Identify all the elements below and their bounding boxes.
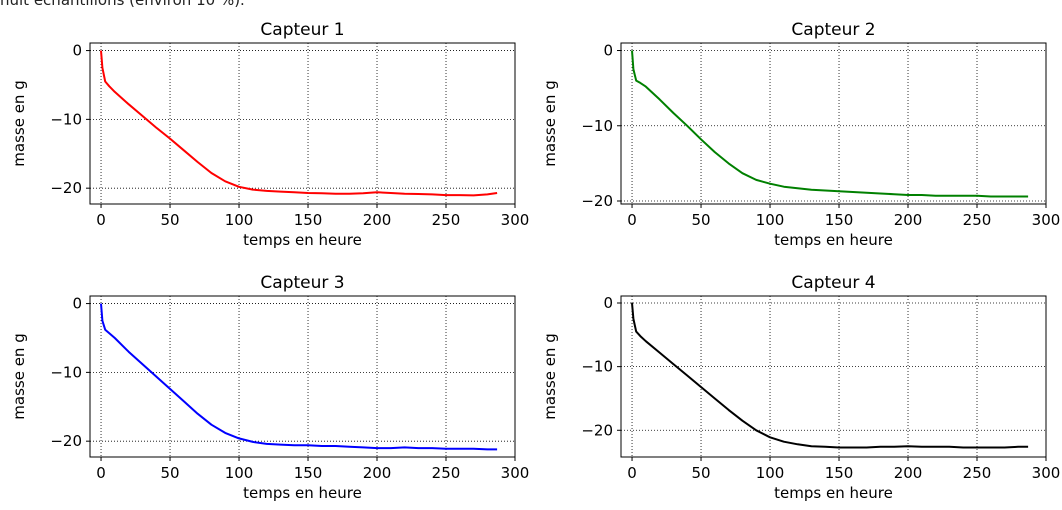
x-tick-label: 300: [501, 211, 530, 229]
axes-frame: [89, 42, 516, 205]
x-tick-label: 50: [160, 464, 179, 482]
y-tick-label: 0: [72, 42, 82, 60]
chart-title: Capteur 1: [260, 20, 344, 40]
x-tick-label: 100: [225, 464, 254, 482]
x-tick-label: 50: [691, 464, 710, 482]
x-axis-label: temps en heure: [774, 231, 893, 249]
x-tick-label: 200: [363, 464, 392, 482]
x-tick-label: 150: [825, 464, 854, 482]
x-tick-label: 150: [825, 211, 854, 229]
x-tick-label: 50: [691, 211, 710, 229]
subplot-capteur-4: 0 50 100 150 200 250 300 0 −10 −20 Capteur 4 temps …: [541, 273, 1060, 502]
chart-title: Capteur 2: [791, 20, 875, 40]
y-axis-label: masse en g: [10, 333, 28, 419]
y-tick-label: −20: [581, 421, 613, 439]
series-line: [100, 303, 498, 451]
x-tick-label: 100: [225, 211, 254, 229]
subplot-capteur-1: 0 50 100 150 200 250 300 0 −10 −20 Capteur 1 temps …: [10, 20, 529, 249]
x-tick-label: 250: [432, 211, 461, 229]
x-tick-label: 200: [894, 464, 923, 482]
x-tick-label: 0: [627, 211, 637, 229]
x-axis-label: temps en heure: [243, 231, 362, 249]
x-tick-label: 150: [294, 211, 323, 229]
y-axis-label: masse en g: [541, 80, 559, 166]
y-tick-label: 0: [603, 42, 613, 60]
subplot-capteur-2: 0 50 100 150 200 250 300 0 −10 −20 Capteur 2 temps …: [541, 20, 1060, 249]
x-tick-label: 300: [1032, 211, 1061, 229]
x-tick-label: 200: [363, 211, 392, 229]
chart-title: Capteur 4: [791, 273, 875, 293]
x-tick-label: 50: [160, 211, 179, 229]
series-line: [100, 50, 498, 197]
axes-frame: [620, 42, 1047, 205]
page-header-text: huit échantillons (environ 10 %).: [0, 0, 245, 9]
x-tick-label: 0: [96, 211, 106, 229]
axes-frame: [620, 295, 1047, 458]
x-tick-label: 100: [756, 211, 785, 229]
subplot-capteur-3: 0 50 100 150 200 250 300 0 −10 −20 Capteur 3 temps …: [10, 273, 529, 502]
x-tick-label: 0: [96, 464, 106, 482]
x-axis-label: temps en heure: [243, 484, 362, 502]
y-axis-label: masse en g: [10, 80, 28, 166]
series-line: [631, 50, 1029, 198]
x-tick-label: 100: [756, 464, 785, 482]
x-tick-label: 200: [894, 211, 923, 229]
series-line: [631, 302, 1029, 449]
y-tick-label: −10: [581, 358, 613, 376]
x-axis-label: temps en heure: [774, 484, 893, 502]
x-tick-label: 300: [501, 464, 530, 482]
y-tick-label: −10: [581, 117, 613, 135]
y-tick-label: −10: [50, 110, 82, 128]
x-tick-label: 250: [963, 464, 992, 482]
x-tick-label: 250: [432, 464, 461, 482]
y-tick-label: −20: [50, 179, 82, 197]
y-tick-label: 0: [72, 295, 82, 313]
x-tick-label: 300: [1032, 464, 1061, 482]
x-tick-label: 250: [963, 211, 992, 229]
y-tick-label: 0: [603, 294, 613, 312]
y-tick-label: −20: [581, 192, 613, 210]
y-tick-label: −20: [50, 432, 82, 450]
y-axis-label: masse en g: [541, 333, 559, 419]
y-tick-label: −10: [50, 363, 82, 381]
chart-title: Capteur 3: [260, 273, 344, 293]
x-tick-label: 150: [294, 464, 323, 482]
x-tick-label: 0: [627, 464, 637, 482]
axes-frame: [89, 295, 516, 458]
